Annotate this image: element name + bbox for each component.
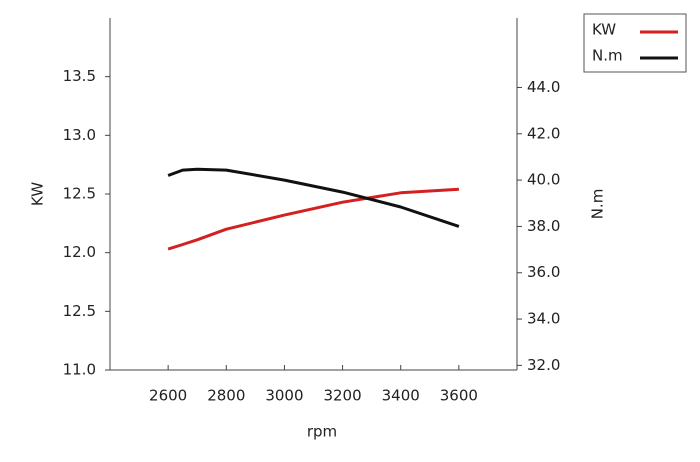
- y2-tick-label: 32.0: [527, 356, 560, 374]
- series-line: [167, 167, 460, 228]
- y2-tick-label: 34.0: [527, 310, 560, 328]
- x-tick-label: 3200: [323, 387, 361, 405]
- y-tick-label: 11.0: [63, 361, 96, 379]
- y-tick-label: 12.5: [63, 302, 96, 320]
- y-tick-label: 12.0: [63, 243, 96, 261]
- x-axis-label: rpm: [307, 423, 337, 441]
- y2-tick-label: 42.0: [527, 124, 560, 142]
- legend-label: KW: [592, 21, 616, 39]
- x-tick-label: 2800: [207, 387, 245, 405]
- legend-box: [583, 13, 687, 73]
- x-tick-label: 2600: [149, 387, 187, 405]
- y2-tick-label: 44.0: [527, 78, 560, 96]
- y2-axis-label: N.m: [589, 189, 607, 220]
- y2-tick-label: 38.0: [527, 217, 560, 235]
- y-tick-label: 12.5: [63, 185, 96, 203]
- y2-tick-label: 36.0: [527, 263, 560, 281]
- y-axis-label: KW: [29, 182, 47, 206]
- y2-tick-label: 40.0: [527, 171, 560, 189]
- x-tick-label: 3000: [265, 387, 303, 405]
- legend-label: N.m: [592, 47, 623, 65]
- series-line: [167, 187, 459, 251]
- x-tick-label: 3600: [440, 387, 478, 405]
- x-tick-label: 3400: [382, 387, 420, 405]
- y-tick-label: 13.0: [63, 126, 96, 144]
- y-tick-label: 13.5: [63, 67, 96, 85]
